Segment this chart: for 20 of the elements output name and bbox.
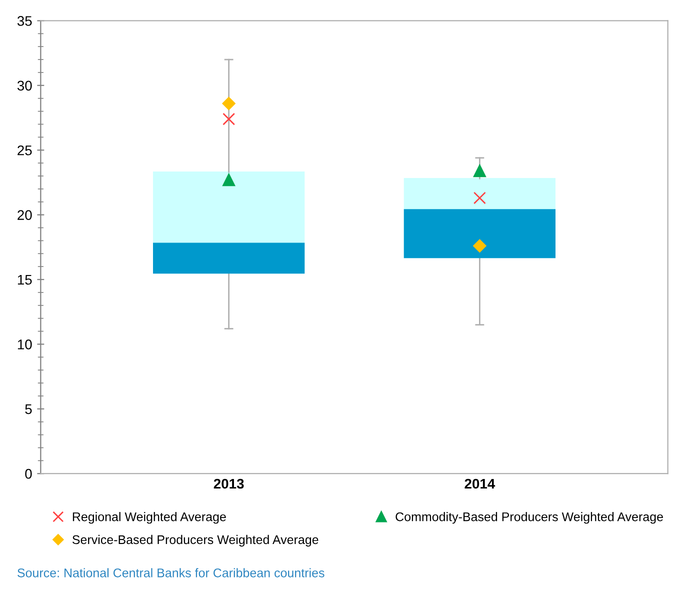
source-note: Source: National Central Banks for Caribbean countries <box>18 568 324 578</box>
point <box>473 239 486 252</box>
y-tick-label: 10 <box>18 340 32 350</box>
legend-label: Commodity-Based Producers Weighted Average <box>396 512 663 524</box>
y-tick-label: 5 <box>25 404 32 414</box>
legend-label: Regional Weighted Average <box>72 512 226 524</box>
point <box>473 164 486 178</box>
y-tick-label: 25 <box>18 145 32 156</box>
legend-label: Service-Based Producers Weighted Average <box>72 534 318 547</box>
y-tick-label: 15 <box>18 274 32 285</box>
x-tick-label: 2014 <box>464 478 496 489</box>
point <box>473 192 486 204</box>
x-tick-label: 2013 <box>214 478 244 489</box>
y-tick-label: 35 <box>17 16 32 26</box>
y-tick-label: 30 <box>17 80 32 91</box>
y-tick-label: 20 <box>18 210 32 220</box>
point <box>222 96 236 110</box>
point <box>222 112 236 126</box>
point <box>222 174 236 186</box>
y-tick-label: 0 <box>25 468 32 479</box>
